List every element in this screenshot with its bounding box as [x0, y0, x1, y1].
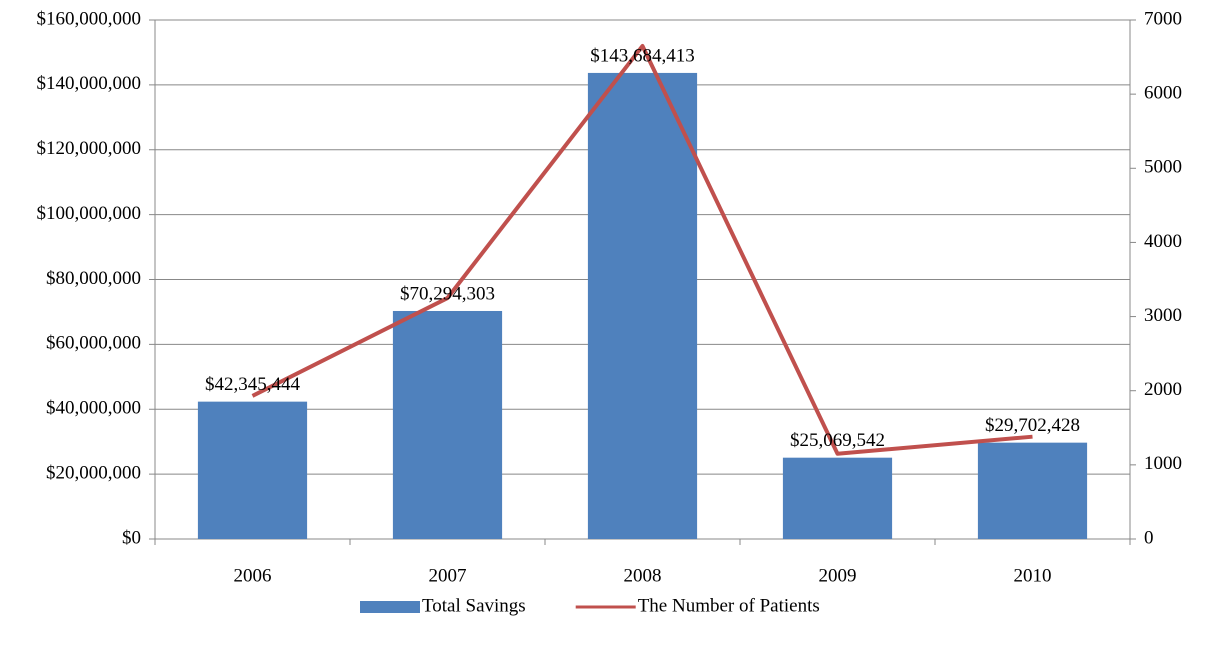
y-tick-label: $120,000,000: [37, 138, 142, 159]
y-tick-label: $100,000,000: [37, 203, 142, 224]
y-tick-label: $160,000,000: [37, 8, 142, 29]
y-tick-label: $60,000,000: [46, 333, 141, 354]
y2-tick-label: 1000: [1144, 453, 1182, 474]
legend-label: Total Savings: [422, 595, 526, 616]
x-tick-label: 2009: [819, 565, 857, 586]
y2-tick-label: 6000: [1144, 83, 1182, 104]
y-tick-label: $20,000,000: [46, 462, 141, 483]
x-tick-label: 2006: [234, 565, 272, 586]
y2-tick-label: 2000: [1144, 379, 1182, 400]
bar: [977, 442, 1088, 539]
x-tick-label: 2010: [1014, 565, 1052, 586]
data-label: $70,294,303: [400, 283, 495, 304]
bar: [587, 72, 698, 540]
y-tick-label: $40,000,000: [46, 398, 141, 419]
data-label: $25,069,542: [790, 430, 885, 451]
y2-tick-label: 7000: [1144, 8, 1182, 29]
data-label: $29,702,428: [985, 415, 1080, 436]
y2-tick-label: 0: [1144, 527, 1154, 548]
y2-tick-label: 5000: [1144, 157, 1182, 178]
x-tick-label: 2008: [624, 565, 662, 586]
bar: [782, 457, 893, 539]
bar: [392, 310, 503, 539]
y2-tick-label: 4000: [1144, 231, 1182, 252]
data-label: $42,345,444: [205, 374, 301, 395]
data-label: $143,684,413: [590, 45, 695, 66]
legend-label: The Number of Patients: [638, 595, 820, 616]
y-tick-label: $140,000,000: [37, 73, 142, 94]
y2-tick-label: 3000: [1144, 305, 1182, 326]
x-tick-label: 2007: [429, 565, 467, 586]
line: [251, 43, 1033, 456]
legend-swatch: [360, 601, 420, 613]
y-tick-label: $80,000,000: [46, 268, 141, 289]
bar: [197, 401, 308, 539]
y-tick-label: $0: [122, 527, 141, 548]
